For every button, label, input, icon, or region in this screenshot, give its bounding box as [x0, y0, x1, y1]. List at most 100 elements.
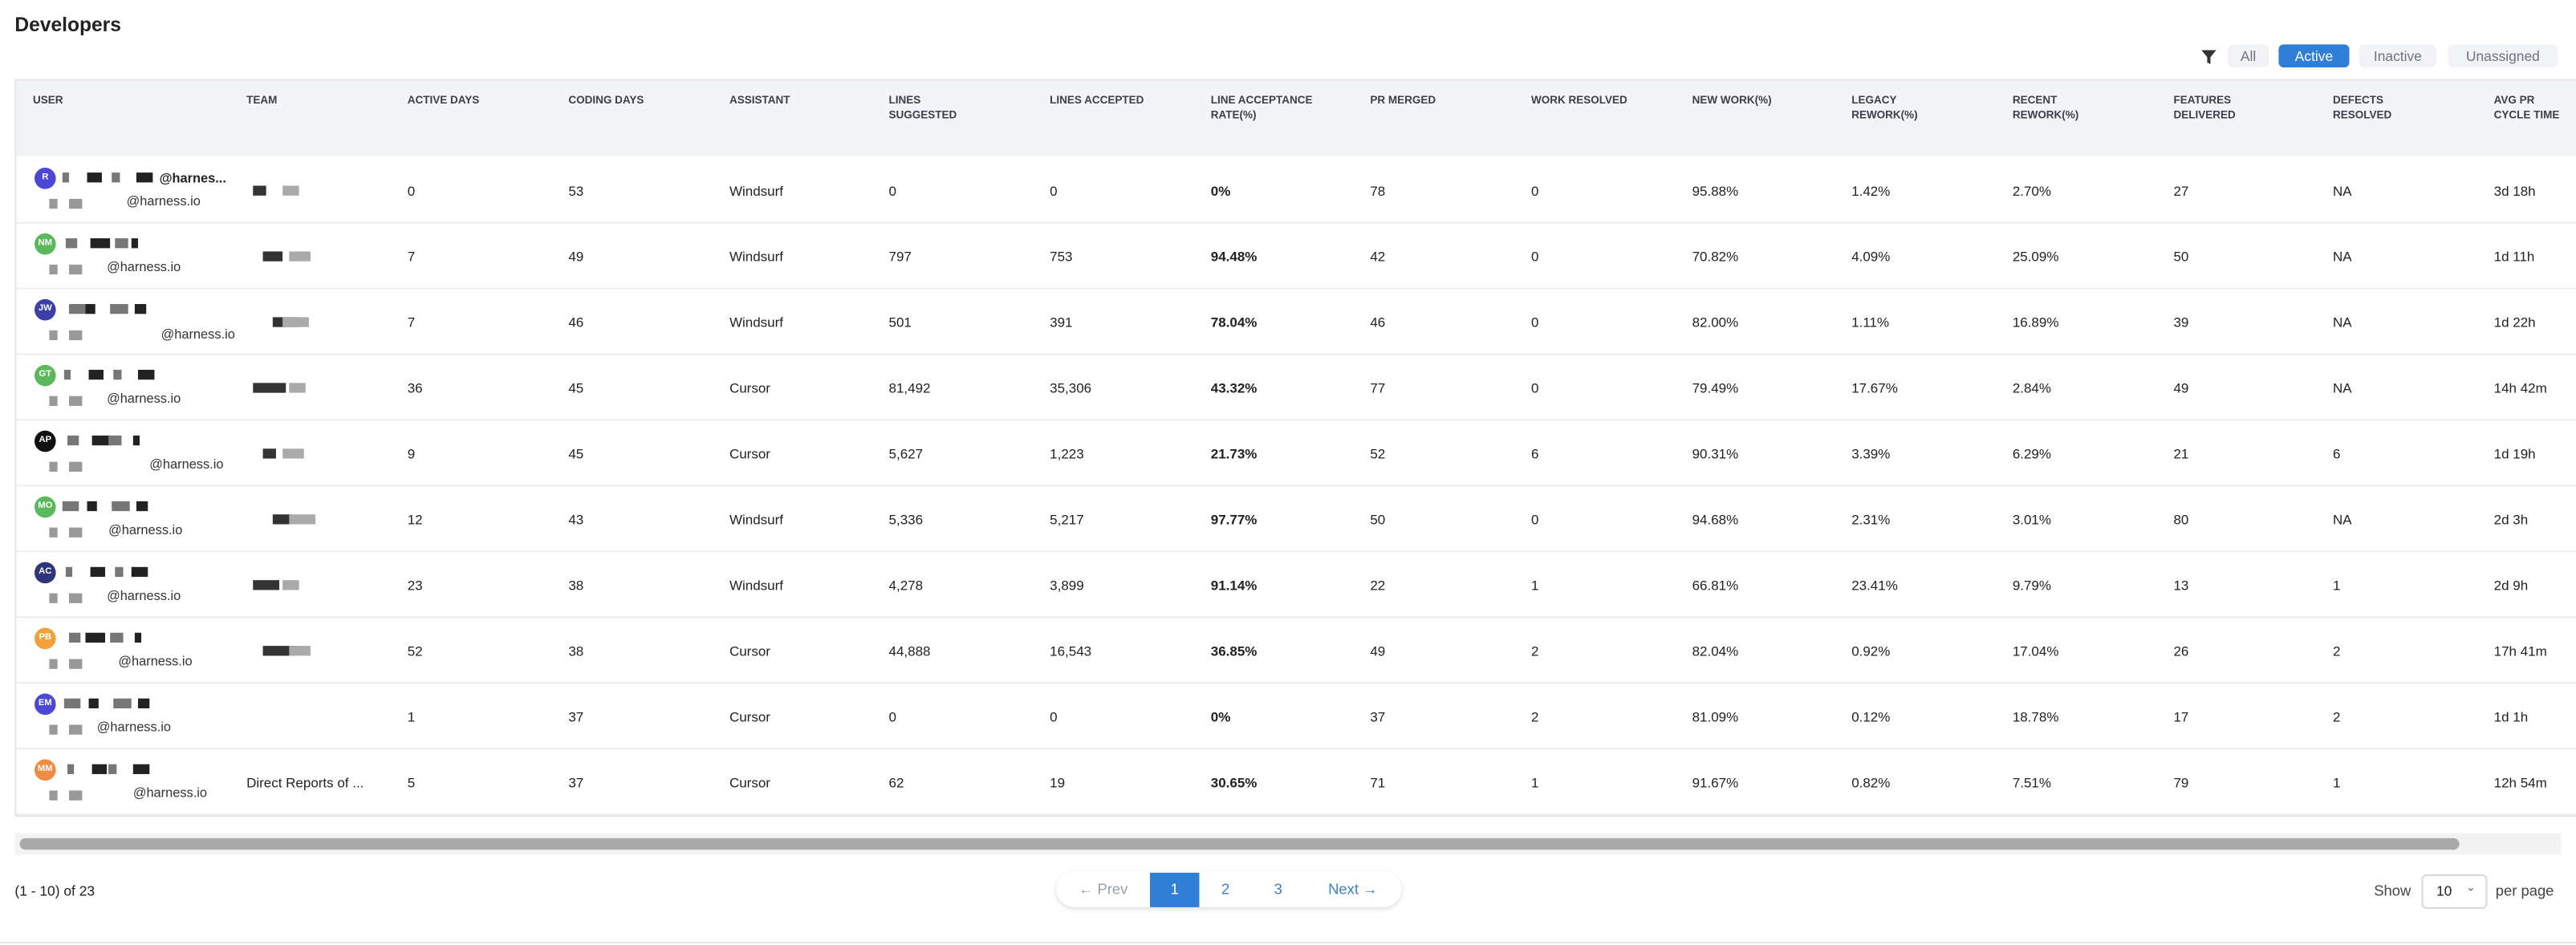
table-cell: 0.92% [1851, 643, 1891, 659]
table-cell: 0 [1530, 511, 1539, 528]
redaction [134, 304, 147, 314]
table-cell: 49 [1370, 643, 1386, 659]
redaction [262, 646, 296, 656]
redaction [131, 238, 138, 249]
column-header: DEFECTS RESOLVED [2333, 95, 2392, 121]
column-header: LINE ACCEPTANCE RATE(%) [1210, 95, 1313, 121]
table-cell: Windsurf [729, 511, 783, 528]
table-cell: 501 [888, 314, 912, 331]
table-cell: 2 [1530, 708, 1539, 725]
table-cell: 1d 11h [2493, 248, 2535, 265]
redaction [90, 566, 106, 578]
row-divider [16, 419, 2576, 421]
user-email: @harness.io [149, 456, 224, 472]
redaction [282, 580, 299, 590]
table-cell: 2.31% [1851, 511, 1891, 528]
page-button[interactable]: 1 [1150, 872, 1200, 907]
table-cell: 7 [407, 314, 416, 331]
table-cell: 17.04% [2012, 643, 2059, 659]
table-cell: 1d 19h [2493, 445, 2536, 462]
table-cell: 52 [1370, 445, 1386, 462]
user-email: @harness.io [96, 720, 171, 735]
table-cell: Windsurf [729, 314, 783, 331]
column-header: CODING DAYS [568, 95, 644, 107]
table-cell: 53 [568, 182, 584, 199]
table-cell: Cursor [729, 445, 770, 462]
table-cell: 1 [407, 708, 416, 725]
redaction [262, 448, 276, 459]
column-header: LEGACY REWORK(%) [1851, 95, 1918, 121]
redaction [115, 238, 128, 249]
table-cell: 1 [1530, 577, 1539, 594]
redaction [63, 698, 81, 708]
filter-button[interactable]: All [2228, 44, 2269, 67]
table-cell: 7 [407, 248, 416, 265]
page-size-select[interactable]: 10 ⌄ [2421, 874, 2488, 909]
redaction [68, 198, 83, 209]
redaction [63, 369, 71, 380]
table-cell: 44,888 [888, 643, 931, 659]
page-button[interactable]: Next → [1328, 881, 1378, 898]
table-cell: 0 [1530, 182, 1539, 199]
show-label: Show [2374, 882, 2411, 899]
table-cell: 9 [407, 445, 416, 462]
table-cell: 2d 3h [2493, 511, 2529, 528]
row-divider [16, 616, 2576, 619]
table-cell: 2d 9h [2493, 577, 2529, 594]
table-cell: 43 [568, 511, 584, 528]
page-title: Developers [14, 13, 121, 37]
table-cell: 6 [1530, 445, 1539, 462]
redaction [68, 724, 83, 735]
page-button[interactable]: 2 [1221, 881, 1230, 898]
filter-button[interactable]: Inactive [2359, 44, 2436, 67]
table-cell: 1 [1530, 773, 1539, 791]
table-cell: 82.00% [1692, 314, 1739, 331]
user-email: @harness.io [160, 326, 235, 343]
table-cell: 38 [568, 577, 584, 594]
table-cell: 1d 22h [2493, 314, 2536, 331]
redaction [67, 764, 75, 774]
user-email: @harness.io [107, 588, 181, 603]
table-cell: 94.48% [1210, 248, 1258, 265]
table-cell: 71 [1370, 773, 1386, 791]
table-cell: NA [2333, 248, 2352, 265]
redaction [112, 172, 120, 183]
table-cell: 0.12% [1851, 708, 1891, 725]
table-cell: NA [2333, 379, 2352, 396]
scrollbar[interactable] [19, 838, 2460, 850]
table-cell: 38 [568, 643, 584, 659]
table-cell: 0% [1210, 182, 1231, 199]
table-cell: 1,223 [1050, 445, 1084, 462]
redaction [253, 383, 286, 393]
redaction [68, 527, 83, 537]
table-cell: 3,899 [1050, 577, 1084, 594]
filter-button[interactable]: Active [2278, 44, 2350, 67]
table-cell: 81,492 [888, 379, 931, 396]
page-button[interactable]: 3 [1274, 881, 1282, 898]
redaction [110, 304, 128, 314]
table-cell: 3.39% [1851, 445, 1891, 462]
table-header [16, 80, 2576, 156]
redaction [49, 790, 58, 801]
table-cell: 39 [2173, 314, 2189, 331]
table-cell: 50 [2173, 248, 2189, 265]
table-cell: 30.65% [1210, 773, 1258, 791]
table-cell: 17 [2173, 708, 2189, 725]
redaction [115, 566, 124, 578]
redaction [68, 264, 83, 275]
table-cell: 4,278 [888, 577, 924, 594]
table-cell: 62 [888, 773, 904, 791]
column-header: TEAM [246, 95, 278, 107]
table-cell: 81.09% [1692, 708, 1739, 725]
page-button[interactable]: ← Prev [1078, 881, 1128, 898]
filter-icon[interactable] [2200, 47, 2218, 66]
table-cell: 1 [2333, 577, 2341, 594]
table-cell: 19 [1050, 773, 1066, 791]
table-cell: 0 [888, 182, 897, 199]
column-header: ASSISTANT [729, 95, 790, 107]
table-cell: Cursor [729, 708, 770, 725]
table-cell: 5,627 [888, 445, 924, 462]
table-cell: 42 [1370, 248, 1386, 265]
filter-button[interactable]: Unassigned [2448, 44, 2558, 67]
table-cell: 0 [407, 182, 416, 199]
